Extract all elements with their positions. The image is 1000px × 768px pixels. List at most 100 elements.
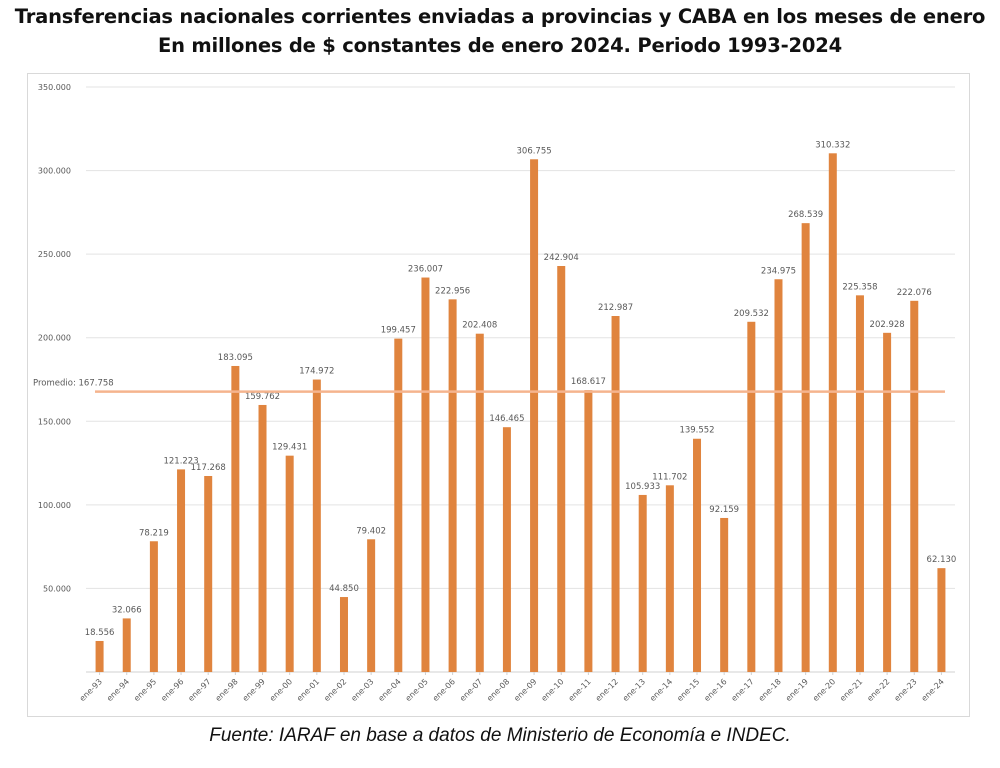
data-label: 105.933 (625, 482, 660, 492)
data-label: 168.617 (571, 377, 606, 387)
bar (339, 597, 348, 672)
y-tick-label: 350.000 (38, 83, 71, 92)
x-tick-label: ene-22 (865, 677, 891, 703)
x-tick-label: ene-99 (241, 677, 267, 703)
data-label: 32.066 (112, 605, 142, 615)
x-tick-label: ene-10 (539, 677, 565, 703)
data-label: 129.431 (272, 443, 307, 453)
bar (883, 332, 892, 672)
bar (367, 539, 376, 672)
x-tick-label: ene-04 (377, 677, 403, 703)
x-tick-label: ene-01 (295, 677, 321, 703)
data-label: 111.702 (652, 472, 687, 482)
x-tick-label: ene-17 (730, 677, 756, 703)
data-label: 79.402 (356, 526, 386, 536)
bar (828, 153, 837, 672)
data-label: 139.552 (679, 426, 714, 436)
data-label: 306.755 (517, 146, 552, 156)
data-label: 92.159 (709, 505, 739, 515)
data-label: 199.457 (381, 326, 416, 336)
bar (258, 404, 267, 672)
x-tick-label: ene-95 (132, 677, 158, 703)
data-label: 202.928 (870, 320, 905, 330)
x-tick-label: ene-08 (485, 677, 511, 703)
data-label: 212.987 (598, 303, 633, 313)
data-label: 234.975 (761, 266, 796, 276)
bar (801, 223, 810, 672)
data-label: 78.219 (139, 528, 169, 538)
data-label: 121.223 (163, 456, 198, 466)
x-tick-label: ene-11 (567, 677, 593, 703)
y-tick-label: 100.000 (38, 501, 71, 510)
x-tick-label: ene-13 (621, 677, 647, 703)
bar (421, 277, 430, 672)
data-label: 209.532 (734, 309, 769, 319)
x-tick-label: ene-06 (431, 677, 457, 703)
x-tick-label: ene-05 (404, 677, 430, 703)
data-label: 117.268 (191, 463, 226, 473)
data-label: 44.850 (329, 584, 359, 594)
bar (584, 390, 593, 672)
x-tick-label: ene-12 (594, 677, 620, 703)
average-label: Promedio: 167.758 (33, 379, 114, 389)
data-label: 18.556 (85, 628, 115, 638)
x-tick-label: ene-19 (784, 677, 810, 703)
bar (502, 427, 511, 672)
bar (285, 455, 294, 672)
bar (720, 517, 729, 672)
bar (937, 568, 946, 672)
x-tick-label: ene-97 (186, 677, 212, 703)
y-tick-label: 50.000 (43, 584, 71, 593)
x-tick-label: ene-02 (322, 677, 348, 703)
bar (693, 438, 702, 672)
data-label: 225.358 (842, 282, 877, 292)
bar (910, 300, 919, 672)
x-tick-label: ene-14 (648, 677, 674, 703)
x-tick-label: ene-93 (78, 677, 104, 703)
bar (665, 485, 674, 672)
bar (638, 494, 647, 672)
data-label: 310.332 (815, 140, 850, 150)
y-tick-label: 300.000 (38, 167, 71, 176)
bar (231, 365, 240, 672)
bar (475, 333, 484, 672)
y-tick-label: 200.000 (38, 334, 71, 343)
chart-subtitle: En millones de $ constantes de enero 202… (158, 34, 842, 57)
data-label: 222.956 (435, 286, 470, 296)
x-tick-label: ene-96 (159, 677, 185, 703)
bar (394, 338, 403, 672)
x-tick-label: ene-00 (268, 677, 294, 703)
source-note: Fuente: IARAF en base a datos de Ministe… (209, 725, 791, 746)
x-tick-label: ene-16 (702, 677, 728, 703)
x-tick-label: ene-24 (920, 677, 946, 703)
chart-title: Transferencias nacionales corrientes env… (14, 5, 986, 28)
data-label: 268.539 (788, 210, 823, 220)
x-tick-label: ene-94 (105, 677, 131, 703)
bar (855, 295, 864, 672)
x-tick-label: ene-07 (458, 677, 484, 703)
data-label: 222.076 (897, 288, 932, 298)
x-tick-label: ene-18 (757, 677, 783, 703)
x-tick-label: ene-03 (349, 677, 375, 703)
bar (747, 321, 756, 672)
data-label: 174.972 (299, 367, 334, 377)
bar (177, 469, 186, 672)
x-tick-label: ene-09 (512, 677, 538, 703)
bar (557, 266, 566, 672)
x-tick-label: ene-20 (811, 677, 837, 703)
y-tick-label: 150.000 (38, 417, 71, 426)
data-label: 242.904 (544, 253, 579, 263)
bar (774, 279, 783, 672)
data-label: 159.762 (245, 392, 280, 402)
data-label: 202.408 (462, 321, 497, 331)
bar (312, 379, 321, 672)
bar (448, 299, 457, 672)
x-tick-label: ene-23 (893, 677, 919, 703)
chart-area: 50.000 100.000 150.000 200.000 250.000 300.00… (27, 73, 970, 717)
bar (530, 159, 539, 672)
y-tick-label: 250.000 (38, 250, 71, 259)
data-label: 146.465 (489, 414, 524, 424)
data-label: 62.130 (927, 555, 957, 565)
x-tick-label: ene-98 (214, 677, 240, 703)
bar (95, 640, 104, 672)
